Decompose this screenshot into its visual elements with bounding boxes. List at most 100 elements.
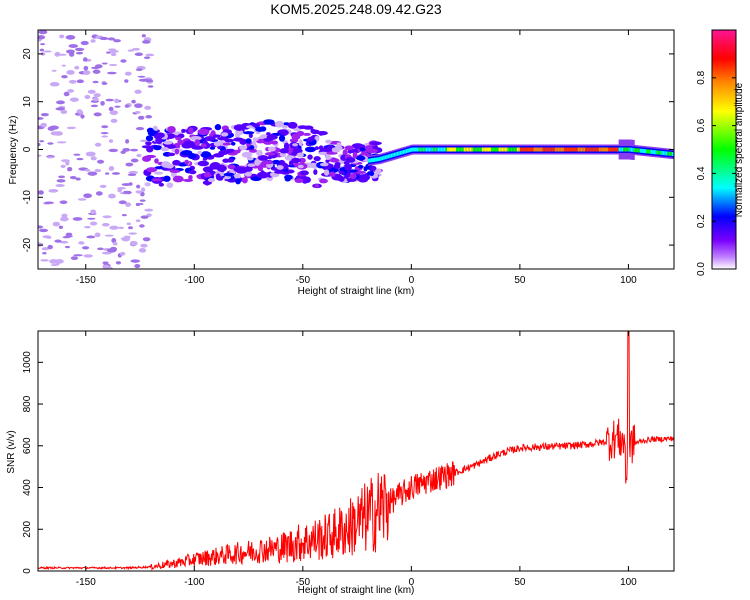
spectrogram-cell [94, 232, 101, 238]
spectrogram-band-core [412, 147, 415, 152]
snr-y-tick-label: 1000 [22, 351, 33, 374]
spectrogram-cell [319, 178, 328, 184]
spectrogram-band-core [670, 151, 673, 156]
spectrogram-band-core [486, 147, 489, 152]
spectrogram-band-core [434, 147, 438, 152]
spectrogram-cell [64, 245, 71, 249]
spectrogram-cell [82, 246, 90, 250]
spectrogram-band-core [639, 148, 643, 153]
spectrogram-band-core [504, 147, 508, 152]
spectrogram-cell [119, 251, 126, 256]
spectrogram-band-core [556, 147, 559, 152]
spectrogram-band-core [399, 150, 403, 155]
spectrogram-cell [207, 177, 216, 183]
spectrogram-cell [342, 149, 348, 157]
spectrogram-cell [138, 78, 149, 82]
spectrogram-band-core [515, 147, 518, 152]
spectrogram-band-core [404, 149, 407, 154]
spectrogram-cell [125, 202, 132, 207]
spectrogram-cell [108, 106, 114, 112]
spectrogram-cell [101, 251, 112, 255]
spectrogram-cell [40, 112, 49, 117]
spectrogram-cell [346, 171, 351, 178]
spectrogram-cell [181, 128, 186, 133]
spectrogram-cell [329, 158, 340, 163]
spectrogram-cell [135, 219, 141, 223]
spectrogram-cell [225, 148, 236, 153]
spectrogram-cell [188, 170, 197, 175]
spectrogram-cell [134, 264, 141, 269]
spectrogram-cell [86, 235, 96, 239]
spectrogram-cell [313, 169, 318, 175]
spectrogram-cell [151, 178, 162, 182]
spectrogram-band-core [465, 147, 468, 152]
spectrogram-cell [243, 166, 253, 172]
spectrogram-cell [137, 75, 146, 78]
spectrogram-band-core [498, 147, 502, 152]
spectrogram-band-core [550, 147, 553, 152]
spectrogram-band-core [565, 147, 568, 152]
spectrogram-cell [106, 51, 112, 54]
spectrogram-band-core [512, 147, 515, 152]
spectrogram-band-core [437, 147, 441, 152]
spectrogram-cell [113, 39, 121, 43]
spectrogram-cell [94, 142, 102, 147]
spectrogram-cell [366, 171, 372, 176]
spectrogram-cell [271, 159, 281, 165]
spectrogram-cell [325, 139, 332, 144]
spectrogram-band-core [583, 147, 587, 152]
spectrogram-band-core [492, 147, 495, 152]
spectrogram-cell [83, 254, 93, 258]
spectrogram-band-core [601, 147, 605, 152]
spectrogram-cell [222, 142, 232, 146]
spectrogram-cell [307, 154, 313, 160]
spectrogram-cell [183, 140, 195, 146]
spectrogram-cell [59, 34, 65, 39]
spectrogram-cell [267, 146, 276, 152]
spectrogram-cell [46, 156, 55, 159]
spectrogram-cell [114, 98, 120, 104]
spectrogram-cell [41, 247, 50, 251]
spectrogram-band-core [425, 147, 429, 152]
spectrogram-cell [105, 266, 113, 269]
spectrogram-cell [60, 216, 69, 222]
spectrogram-cell [93, 112, 102, 117]
spectrogram-band-core [542, 147, 546, 152]
spectrogram-x-label: Height of straight line (km) [298, 286, 415, 297]
spectrogram-band-core [626, 147, 629, 152]
spectrogram-band-core [594, 147, 597, 152]
spectrogram-band-core [477, 147, 480, 152]
spectrogram-cell [59, 200, 68, 205]
spectrogram-cell [135, 68, 143, 71]
spectrogram-band-core [474, 147, 477, 152]
spectrogram-cell [89, 221, 98, 226]
spectrogram-cell [140, 243, 148, 248]
spectrogram-band-core [489, 147, 492, 152]
spectrogram-cell [234, 173, 241, 179]
spectrogram-cell [60, 109, 68, 114]
spectrogram-cell [65, 160, 70, 166]
spectrogram-band-core [439, 147, 442, 152]
spectrogram-band-core [510, 147, 514, 152]
spectrogram-cell [197, 128, 210, 136]
spectrogram-cell [110, 52, 117, 57]
spectrogram-band-core [635, 148, 638, 153]
spectrogram-cell [360, 176, 366, 182]
spectrogram-band-core [369, 158, 372, 163]
spectrogram-cell [153, 145, 162, 151]
spectrogram-cell [76, 157, 84, 161]
spectrogram-band-core [460, 147, 464, 152]
spectrogram-band-core [630, 147, 634, 152]
spectrogram-band-core [548, 147, 552, 152]
spectrogram-cell [235, 178, 241, 185]
spectrogram-cell [101, 125, 109, 129]
spectrogram-band-core [562, 147, 565, 152]
spectrogram-band-core [422, 147, 426, 152]
colorbar: 0.0 0.2 0.4 0.6 0.8 Normalized spectral ampl… [696, 29, 745, 276]
spectrogram-cell [252, 137, 259, 142]
spectrogram-cell [294, 178, 304, 184]
spectrogram-cell [222, 175, 232, 180]
spectrogram-band-core [585, 147, 588, 152]
spectrogram-cell [134, 52, 144, 57]
spectrogram-band-core [494, 147, 497, 152]
